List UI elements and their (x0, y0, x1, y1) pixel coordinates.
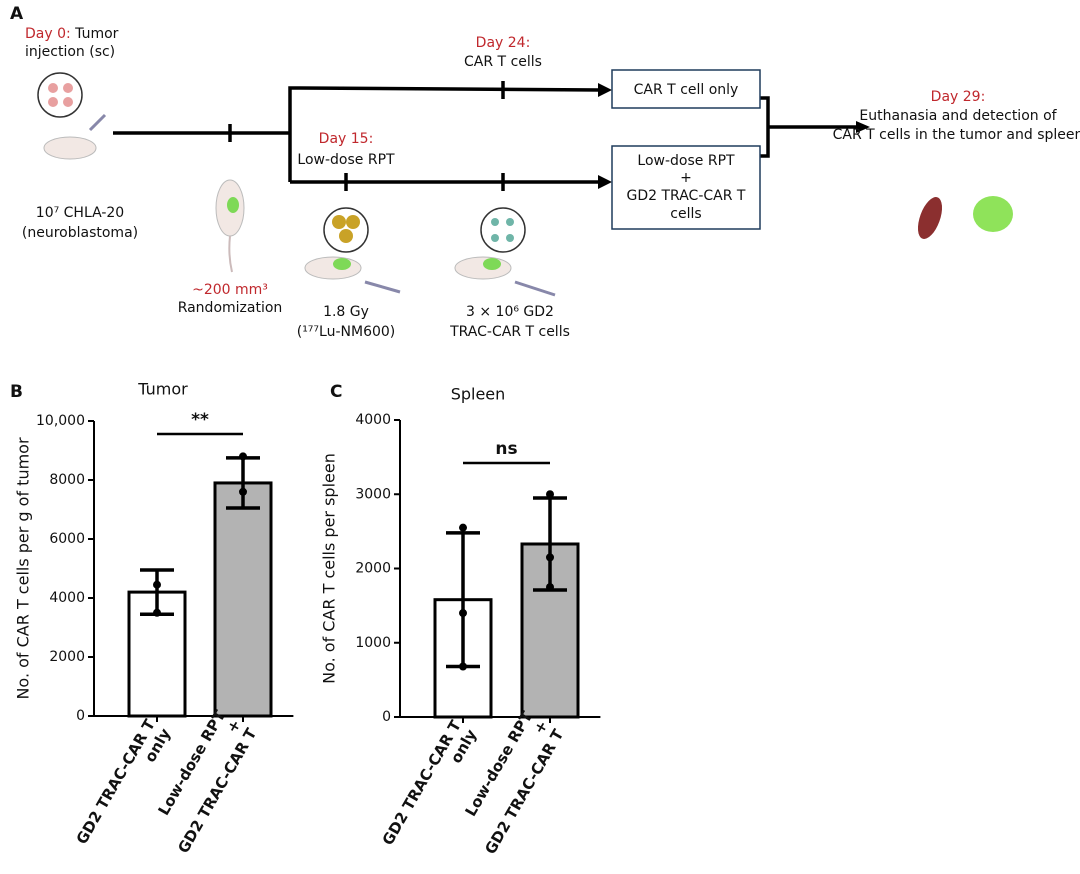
random-mouse (215, 179, 245, 273)
tumor-icon (37, 72, 107, 160)
day-label: Day 15: (319, 131, 374, 147)
panel-label: A (10, 4, 24, 24)
rpt-icon (304, 207, 401, 294)
day-label: Day 24: (476, 35, 531, 51)
data-point (459, 662, 467, 671)
significance-label: ** (191, 410, 209, 430)
spleen-icon (917, 197, 943, 239)
text: Tumor (71, 26, 119, 42)
day0-text: Day 0: Tumor (25, 26, 119, 42)
cells-text: (neuroblastoma) (22, 225, 138, 241)
cells-text: 10⁷ CHLA-20 (36, 205, 124, 221)
group-label: cells (670, 206, 701, 222)
chart-title: Tumor (137, 380, 188, 399)
y-tick-label: 4000 (49, 590, 85, 606)
y-tick-label: 8000 (49, 472, 85, 488)
data-point (153, 608, 161, 617)
y-tick-label: 2000 (49, 649, 85, 665)
endpoint-label: Euthanasia and detection of (859, 108, 1057, 124)
dose-label: TRAC-CAR T cells (449, 324, 570, 340)
step-label: CAR T cells (464, 54, 542, 70)
group-label: + (680, 170, 692, 186)
bar (213, 481, 273, 718)
endpoint-label: CAR T cells in the tumor and spleen (833, 127, 1080, 143)
randomization-label: Randomization (178, 300, 283, 316)
y-tick-label: 6000 (49, 531, 85, 547)
data-point (459, 609, 467, 618)
dose-label: 1.8 Gy (323, 304, 369, 320)
group-label: GD2 TRAC-CAR T (627, 188, 746, 204)
dose-label: 3 × 10⁶ GD2 (466, 304, 554, 320)
data-point (153, 580, 161, 589)
y-tick-label: 10,000 (36, 413, 85, 429)
group-label: Low-dose RPT (637, 153, 735, 169)
step-label: Low-dose RPT (297, 152, 395, 168)
data-point (459, 523, 467, 532)
day-label: Day 0: (25, 26, 71, 42)
group-box (611, 69, 761, 109)
group-box (611, 145, 761, 230)
y-axis-label: No. of CAR T cells per spleen (320, 453, 339, 684)
cart-icon (454, 207, 556, 297)
y-tick-label: 4000 (355, 412, 391, 428)
x-tick-label-line: GD2 TRAC-CAR T (379, 717, 465, 849)
x-tick-label-line: GD2 TRAC-CAR T (73, 716, 159, 848)
y-tick-label: 2000 (355, 561, 391, 577)
tumor-size: ~200 mm³ (192, 282, 268, 298)
dose-label: (¹⁷⁷Lu-NM600) (297, 324, 396, 340)
panel-label: B (10, 382, 23, 402)
day0-text: injection (sc) (25, 44, 115, 60)
chart-title: Spleen (451, 385, 506, 404)
data-point (546, 553, 554, 562)
panel-label: C (330, 382, 342, 402)
data-point (546, 583, 554, 592)
y-tick-label: 1000 (355, 635, 391, 651)
group-label: CAR T cell only (634, 82, 739, 98)
timeline (113, 81, 870, 191)
y-tick-label: 3000 (355, 486, 391, 502)
data-point (239, 487, 247, 496)
y-tick-label: 0 (76, 708, 85, 724)
data-point (546, 490, 554, 499)
day-label: Day 29: (931, 89, 986, 105)
data-point (239, 452, 247, 461)
significance-label: ns (495, 439, 517, 459)
x-tick-label-line: GD2 TRAC-CAR T (481, 726, 567, 858)
tumor-organ-icon (973, 196, 1013, 232)
y-axis-label: No. of CAR T cells per g of tumor (14, 437, 33, 699)
x-tick-label-line: GD2 TRAC-CAR T (174, 725, 260, 857)
y-tick-label: 0 (382, 709, 391, 725)
